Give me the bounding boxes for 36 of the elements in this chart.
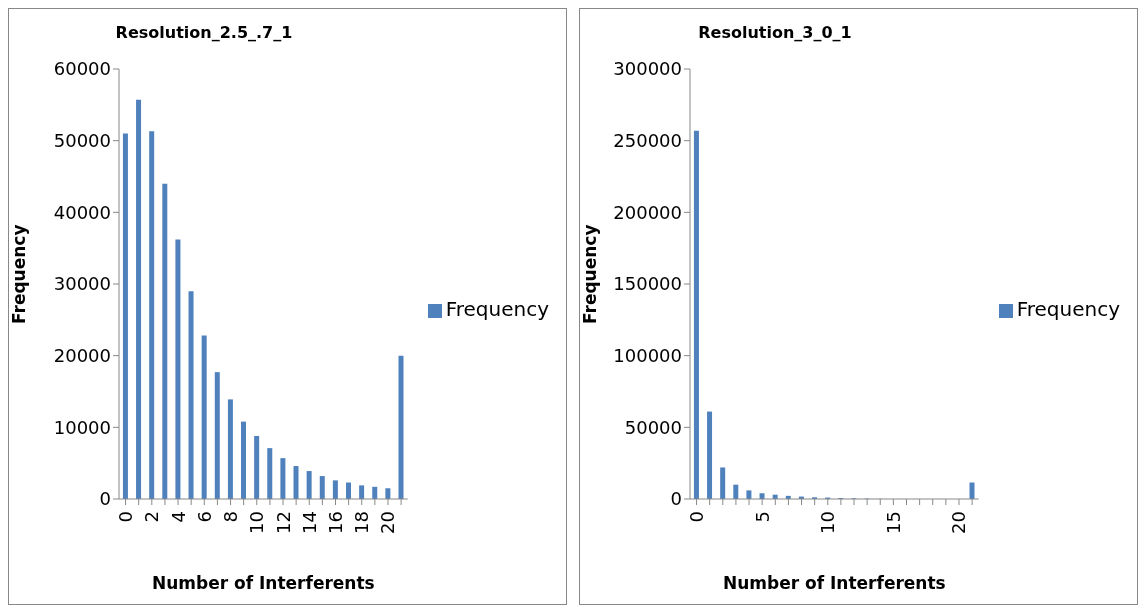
chart-title: Resolution_2.5_.7_1 (114, 23, 294, 42)
x-tick-label: 4 (167, 511, 189, 523)
y-tick-label: 60000 (53, 58, 111, 80)
y-tick-label: 100000 (613, 345, 682, 367)
y-tick-label: 200000 (613, 201, 682, 223)
x-tick-label: 0 (115, 511, 137, 523)
x-tick-label: 6 (193, 511, 215, 523)
y-tick-label: 150000 (613, 273, 682, 295)
legend-label: Frequency (1016, 297, 1120, 321)
y-tick-label: 20000 (53, 345, 111, 367)
x-tick-label: 0 (686, 511, 708, 523)
y-tick-label: 40000 (53, 201, 111, 223)
x-tick-label: 10 (817, 511, 839, 534)
x-tick-label: 5 (751, 511, 773, 523)
x-tick-label: 14 (298, 511, 320, 534)
x-axis-title: Number of Interferents (151, 573, 375, 593)
legend-label: Frequency (445, 297, 549, 321)
y-axis-title: Frequency (580, 224, 601, 324)
x-tick-label: 20 (948, 511, 970, 534)
x-tick-label: 18 (351, 511, 373, 534)
y-tick-label: 250000 (613, 130, 682, 152)
x-tick-label: 10 (246, 511, 268, 534)
x-tick-label: 15 (882, 511, 904, 534)
x-tick-label: 2 (141, 511, 163, 523)
y-tick-label: 50000 (624, 416, 682, 438)
y-tick-label: 50000 (53, 130, 111, 152)
x-tick-label: 8 (220, 511, 242, 523)
y-tick-label: 300000 (613, 58, 682, 80)
y-axis-title: Frequency (9, 224, 30, 324)
x-tick-label: 16 (325, 511, 346, 534)
y-tick-label: 30000 (53, 273, 111, 295)
y-tick-label: 10000 (53, 416, 111, 438)
x-axis-title: Number of Interferents (722, 573, 946, 593)
x-tick-label: 12 (272, 511, 294, 534)
chart-title: Resolution_3_0_1 (697, 23, 853, 42)
x-tick-label: 20 (377, 511, 399, 534)
